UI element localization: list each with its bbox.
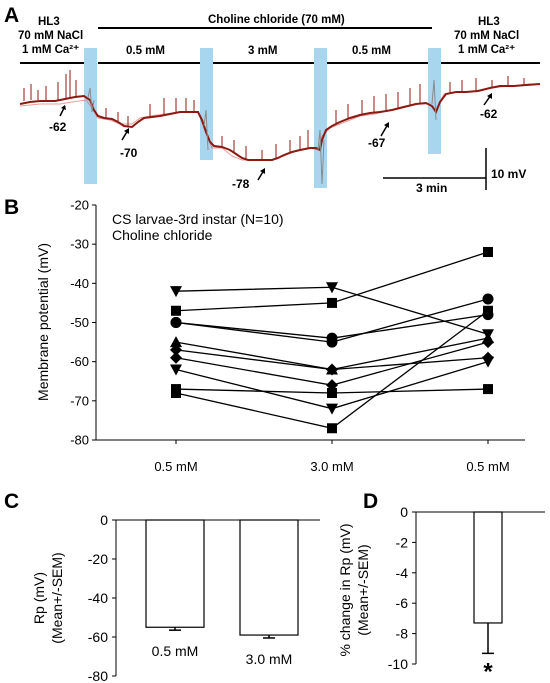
panel-label-b: B [4,196,19,219]
right-solution-line2: 70 mM NaCl [454,30,519,42]
y-tick-label: -20 [70,198,89,213]
chart-c-y-label2: (Mean+/-SEM) [49,552,65,643]
rp-annotation-4: -67 [368,136,386,150]
data-point-diamond [170,351,182,364]
y-tick-label: 0 [400,504,408,520]
data-point-diamond [482,336,494,349]
data-point-square [483,247,493,257]
data-point-diamond [170,343,182,356]
chart-b-y-label: Membrane potential (mV) [35,243,51,401]
rp-annotation-1: -62 [49,120,67,134]
time-scale-label: 3 min [416,181,447,195]
chart-d: % change in Rp (mV) (Mean+/-SEM) 0 -2 -4 -6… [337,504,545,683]
y-tick-label: -50 [70,315,89,330]
x-tick-label: 3.0 mM [310,459,353,474]
rp-annotation-2: -70 [120,146,138,160]
exchange-band-2 [200,48,213,160]
y-tick-label: -8 [396,626,409,642]
arrow-head-5 [487,93,492,99]
segment-label-2: 3 mM [248,45,277,57]
data-point-square [171,388,181,398]
data-point-square [171,305,181,316]
arrow-head-3 [260,168,265,174]
data-point-diamond [326,363,338,376]
chart-d-y-label: % change in Rp (mV) [337,523,353,656]
panel-label-a: A [4,4,19,27]
y-tick-label: -30 [70,237,89,252]
chart-c: Rp (mV) (Mean+/-SEM) 0 -20 -40 -60 -80 0.5 m… [31,512,320,683]
y-tick-label: -80 [88,668,108,683]
data-point-triangle-down [326,403,338,415]
left-solution-line1: HL3 [38,16,60,28]
rp-annotation-5: -62 [480,107,498,121]
chart-b: CS larvae-3rd instar (N=10) Choline chlo… [35,198,525,474]
data-point-circle [482,293,494,305]
panel-label-d: D [363,490,378,513]
bar-category-label: 0.5 mM [152,643,199,659]
data-point-circle [326,332,338,344]
y-tick-label: -4 [396,565,409,581]
data-point-triangle-down [326,282,338,294]
data-point-square [327,297,337,308]
bar-category-label: 3.0 mM [246,651,293,667]
significance-marker: * [483,658,493,683]
data-point-circle [170,317,182,328]
bar [145,519,205,628]
arrow-head-4 [384,122,389,128]
chart-b-legend-line1: CS larvae-3rd instar (N=10) [112,211,284,227]
bar [239,519,299,636]
rp-annotation-3: -78 [232,177,250,191]
y-tick-label: -80 [70,433,89,448]
x-tick-label: 0.5 mM [466,459,509,474]
right-solution-line3: 1 mM Ca²⁺ [458,44,515,56]
exchange-band-4 [428,48,441,154]
segment-label-1: 0.5 mM [126,45,165,57]
y-tick-label: -20 [88,551,108,567]
x-tick-label: 0.5 mM [154,459,197,474]
voltage-scale-label: 10 mV [491,167,526,181]
y-tick-label: -10 [388,656,408,672]
data-point-square [483,305,493,316]
bar [473,511,503,624]
y-tick-label: -60 [88,629,108,645]
chart-c-y-label: Rp (mV) [31,572,47,624]
y-tick-label: -70 [70,393,89,408]
choline-label: Choline chloride (70 mM) [208,14,345,26]
membrane-trace [19,70,541,185]
left-solution-line2: 70 mM NaCl [18,30,83,42]
y-tick-label: -40 [88,590,108,606]
data-point-square [327,388,337,398]
chart-d-y-label2: (Mean+/-SEM) [355,544,371,635]
data-point-triangle-up [170,336,182,348]
y-tick-label: -6 [396,595,409,611]
exchange-band-3 [314,48,327,188]
data-point-square [483,384,493,395]
right-solution-line1: HL3 [478,16,500,28]
data-point-triangle-down [170,286,182,298]
y-tick-label: 0 [100,512,108,528]
arrow-head-1 [61,105,66,110]
segment-label-3: 0.5 mM [352,45,391,57]
y-tick-label: -2 [396,534,409,550]
left-solution-line3: 1 mM Ca²⁺ [22,44,79,56]
data-point-triangle-down [170,364,182,376]
arrow-head-2 [124,128,129,134]
y-tick-label: -60 [70,354,89,369]
panel-label-c: C [4,490,19,513]
y-tick-label: -40 [70,276,89,291]
data-point-triangle-down [482,356,494,368]
exchange-band-1 [84,48,97,184]
chart-b-legend-line2: Choline chloride [112,227,213,243]
data-point-square [327,423,337,434]
